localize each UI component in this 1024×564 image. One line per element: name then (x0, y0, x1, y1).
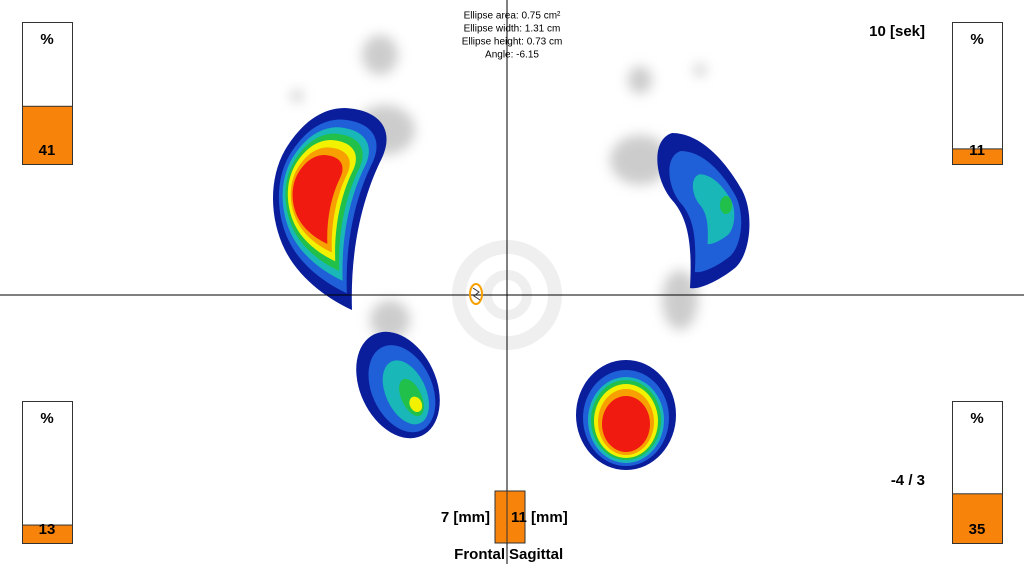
percent-box (952, 22, 1003, 165)
cop-trace (469, 283, 483, 305)
percent-header: % (970, 410, 983, 427)
percent-header: % (40, 31, 53, 48)
percent-box (22, 401, 73, 544)
percent-value: 13 (39, 521, 56, 538)
ellipse-info: Ellipse width: 1.31 cm (464, 24, 561, 35)
percent-value: 41 (39, 142, 56, 159)
percent-bar (22, 524, 73, 544)
frontal-value: 7 [mm] (441, 509, 490, 526)
ellipse-info: Ellipse height: 0.73 cm (462, 37, 563, 48)
time-label: 10 [sek] (869, 23, 925, 40)
right-heel-heatmap (576, 360, 676, 470)
ratio-label: -4 / 3 (891, 472, 925, 489)
frontal-name: Frontal (454, 546, 505, 563)
percent-header: % (40, 410, 53, 427)
left-heel-heatmap (356, 331, 440, 439)
percent-bar (952, 148, 1003, 166)
frontal-bar (494, 490, 508, 544)
percent-bar (952, 493, 1003, 544)
left-forefoot-heatmap (272, 108, 387, 310)
ellipse-info: Angle: -6.15 (485, 50, 539, 61)
percent-bar (22, 105, 73, 165)
percent-header: % (970, 31, 983, 48)
sagittal-bar (506, 490, 526, 544)
sagittal-value: 11 [mm] (511, 509, 568, 526)
percent-value: 11 (969, 142, 985, 159)
pressure-shadow (291, 35, 706, 340)
percent-value: 35 (969, 521, 986, 538)
right-forefoot-heatmap (657, 133, 750, 289)
ellipse-info: Ellipse area: 0.75 cm² (464, 11, 561, 22)
sagittal-name: Sagittal (509, 546, 563, 563)
